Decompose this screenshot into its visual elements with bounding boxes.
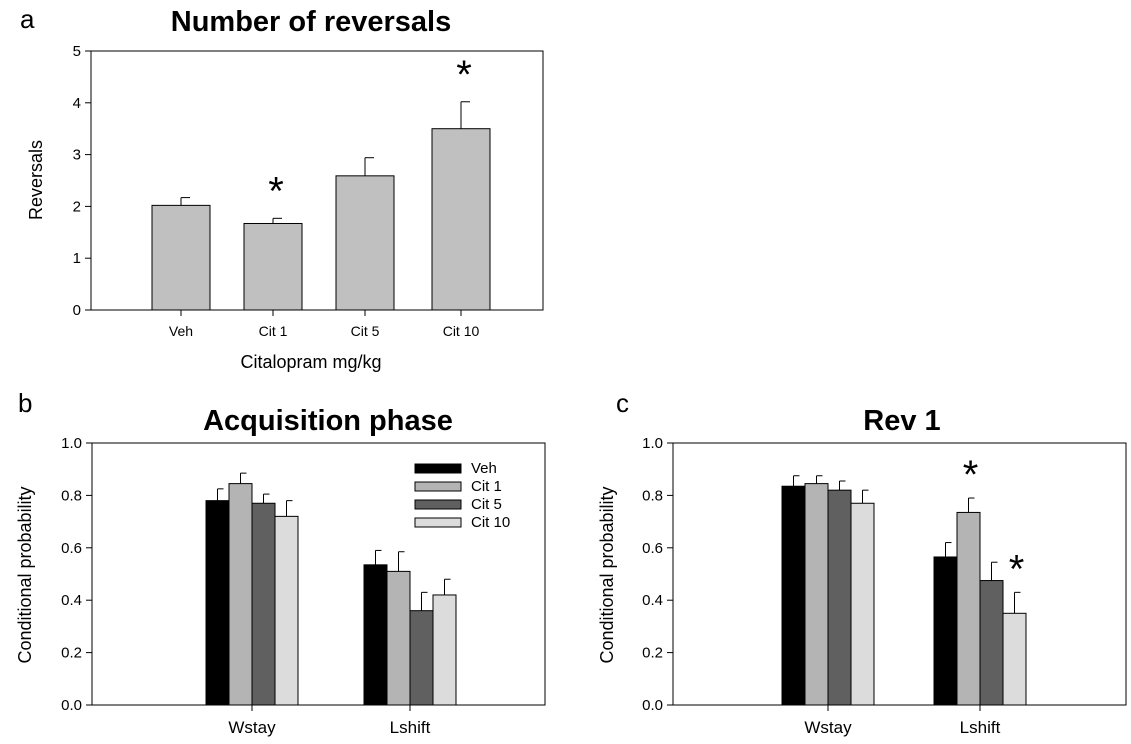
y-tick-label: 0.8 (642, 487, 663, 504)
y-tick-label: 0.2 (61, 645, 82, 662)
panel-c-chart: c Rev 1 Conditional probability 0.0 0.2 0.… (597, 388, 1127, 737)
bar (409, 610, 434, 706)
panel-a-xlabel: Citalopram mg/kg (240, 352, 381, 372)
panel-a-title: Number of reversals (171, 6, 451, 38)
panel-c-ylabel: Conditional probability (597, 486, 617, 663)
y-tick-label: 0.4 (642, 592, 663, 609)
y-tick-label: 1 (73, 250, 81, 267)
panel-b-chart: b Acquisition phase Conditional probabil… (15, 388, 546, 737)
plot-frame (672, 442, 1127, 706)
bar (363, 564, 388, 706)
x-tick-label: Wstay (228, 718, 276, 737)
y-tick-label: 0 (73, 302, 81, 319)
x-tick-label: Cit 5 (351, 323, 380, 339)
y-tick-label: 2 (73, 198, 81, 215)
significance-marker: * (963, 453, 979, 497)
bar (243, 222, 303, 311)
panel-b-title: Acquisition phase (203, 405, 453, 437)
plot-frame (91, 442, 546, 706)
panel-c-title: Rev 1 (863, 405, 940, 437)
bar (386, 570, 411, 706)
y-tick-label: 4 (73, 95, 81, 112)
legend-label: Cit 5 (471, 496, 502, 513)
x-tick-label: Lshift (960, 718, 1001, 737)
panel-b-ylabel: Conditional probability (15, 486, 35, 663)
bar (431, 128, 491, 311)
y-tick-label: 0.8 (61, 487, 82, 504)
y-tick-label: 0.0 (61, 697, 82, 714)
legend-label: Cit 10 (471, 514, 510, 531)
bar (251, 502, 276, 706)
y-tick-label: 1.0 (61, 435, 82, 452)
panel-a-chart: a Number of reversals Reversals Citalopr… (20, 4, 544, 372)
x-tick-label: Cit 10 (443, 323, 480, 339)
legend-label: Veh (471, 460, 497, 477)
bar (228, 483, 253, 706)
bar (432, 594, 457, 706)
significance-marker: * (268, 169, 284, 213)
bar (804, 483, 829, 706)
panel-a-ylabel: Reversals (26, 140, 46, 220)
bar (151, 204, 211, 311)
bar (781, 485, 806, 706)
panel-a-letter: a (20, 4, 35, 34)
legend-swatch (414, 463, 462, 474)
y-tick-label: 1.0 (642, 435, 663, 452)
bar (979, 580, 1004, 706)
bar (335, 175, 395, 311)
legend-swatch (414, 481, 462, 492)
y-tick-label: 0.4 (61, 592, 82, 609)
bar (827, 489, 852, 706)
bar (1002, 612, 1027, 706)
x-tick-label: Lshift (390, 718, 431, 737)
bar (274, 515, 299, 706)
y-tick-label: 0.0 (642, 697, 663, 714)
significance-marker: * (1009, 547, 1025, 591)
significance-marker: * (456, 53, 472, 97)
y-tick-label: 0.2 (642, 645, 663, 662)
y-tick-label: 3 (73, 147, 81, 164)
panel-c-letter: c (616, 388, 629, 418)
panel-b-letter: b (18, 388, 32, 418)
legend-label: Cit 1 (471, 478, 502, 495)
bar (205, 500, 230, 706)
bar (933, 556, 958, 706)
bar (956, 511, 981, 706)
x-tick-label: Cit 1 (259, 323, 288, 339)
bar (850, 502, 875, 706)
x-tick-label: Veh (169, 323, 193, 339)
legend-swatch (414, 499, 462, 510)
y-tick-label: 5 (73, 43, 81, 60)
y-tick-label: 0.6 (642, 540, 663, 557)
legend-swatch (414, 517, 462, 528)
x-tick-label: Wstay (804, 718, 852, 737)
y-tick-label: 0.6 (61, 540, 82, 557)
plot-frame (90, 50, 544, 311)
